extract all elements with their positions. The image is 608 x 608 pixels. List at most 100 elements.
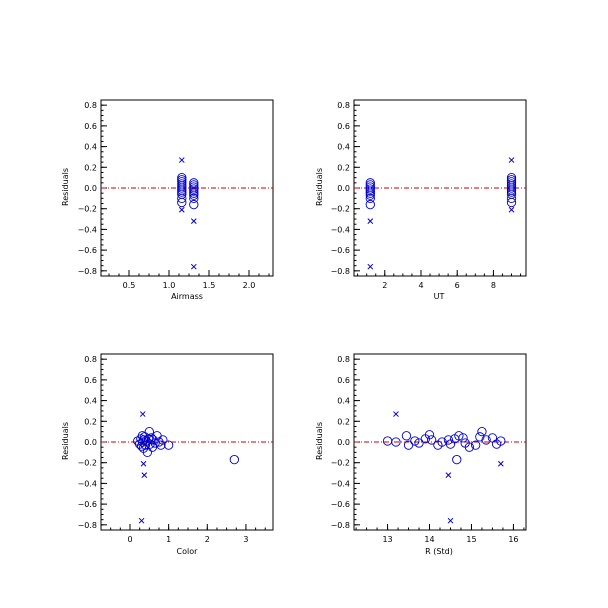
data-point-circle: [365, 190, 375, 200]
data-point-circle: [365, 184, 375, 194]
data-point-circle: [506, 197, 517, 208]
data-point-circle: [452, 454, 462, 465]
data-point-circle: [158, 435, 168, 445]
x-tick-label: 14: [424, 535, 434, 544]
y-tick-label: −0.6: [78, 500, 97, 509]
x-axis-title: R (Std): [425, 547, 453, 556]
y-tick-label: 0.8: [84, 101, 97, 110]
data-point-cross: [141, 472, 148, 478]
data-point-cross: [138, 517, 145, 524]
y-tick-label: 0.4: [337, 397, 350, 406]
y-tick-label: 0.2: [337, 163, 350, 172]
x-tick-label: 1.5: [203, 281, 216, 290]
y-tick-label: 0.6: [337, 376, 350, 385]
y-tick-label: 0.6: [84, 122, 97, 131]
y-axis-title: Residuals: [315, 168, 324, 206]
data-point-circle: [163, 440, 174, 450]
y-tick-label: −0.4: [78, 479, 97, 488]
y-tick-label: −0.2: [78, 205, 97, 214]
data-point-circle: [458, 433, 468, 443]
data-point-circle: [496, 436, 506, 446]
data-point-circle: [229, 454, 239, 465]
x-tick-label: 1.0: [163, 281, 176, 290]
x-tick-label: 2: [382, 281, 387, 290]
x-tick-label: 6: [455, 281, 460, 290]
y-tick-label: −0.2: [331, 459, 350, 468]
data-point-circle: [410, 436, 420, 446]
y-tick-label: 0.2: [84, 417, 97, 426]
data-point-circle: [506, 187, 517, 197]
x-tick-label: 8: [491, 281, 496, 290]
y-tick-label: −0.4: [331, 225, 350, 234]
y-tick-label: 0.4: [84, 143, 97, 152]
data-point-circle: [365, 199, 375, 210]
data-point-circle: [506, 183, 517, 193]
data-point-circle: [475, 432, 485, 442]
data-point-cross: [367, 218, 374, 224]
data-point-circle: [391, 437, 401, 447]
data-point-circle: [138, 437, 148, 447]
y-tick-label: 0.0: [337, 184, 350, 193]
data-point-circle: [426, 435, 437, 445]
data-point-circle: [144, 426, 154, 437]
data-point-circle: [156, 440, 166, 450]
data-point-circle: [464, 442, 475, 452]
y-tick-label: −0.8: [78, 267, 97, 276]
data-point-cross: [139, 411, 146, 417]
y-tick-label: −0.6: [331, 500, 350, 509]
data-point-cross: [447, 517, 454, 524]
x-tick-label: 15: [466, 535, 476, 544]
data-point-circle: [177, 197, 187, 208]
y-tick-label: 0.2: [337, 417, 350, 426]
ut-residual-plot: UT Residuals −0.8 −0.6 −0.4 −0.2 0.0 0.2 0.4 0.…: [315, 99, 527, 301]
y-tick-label: −0.8: [331, 521, 350, 530]
x-tick-label: 1: [166, 535, 171, 544]
data-point-circle: [177, 183, 187, 193]
data-point-circle: [189, 186, 199, 196]
y-tick-label: 0.0: [337, 438, 350, 447]
data-point-circle: [136, 441, 147, 451]
data-point-cross: [178, 206, 185, 213]
data-point-circle: [437, 437, 447, 447]
y-tick-label: 0.8: [84, 355, 97, 364]
y-tick-label: 0.6: [84, 376, 97, 385]
x-axis-title: Airmass: [171, 292, 203, 301]
x-axis-title: Color: [177, 547, 199, 556]
data-point-circle: [454, 431, 464, 441]
y-tick-label: −0.4: [78, 225, 97, 234]
y-axis-title: Residuals: [61, 168, 70, 206]
data-point-cross: [178, 157, 185, 163]
data-point-cross: [190, 218, 197, 224]
data-point-circle: [189, 193, 199, 204]
data-point-cross: [497, 460, 504, 467]
x-tick-label: 16: [508, 535, 518, 544]
data-point-circle: [477, 426, 487, 437]
x-tick-label: 3: [243, 535, 248, 544]
data-point-circle: [189, 188, 199, 198]
data-point-circle: [365, 186, 375, 196]
data-point-cross: [508, 206, 515, 213]
y-tick-label: 0.2: [84, 163, 97, 172]
data-point-circle: [189, 184, 199, 194]
y-axis-title: Residuals: [315, 422, 324, 460]
data-point-circle: [140, 440, 151, 450]
data-point-circle: [177, 193, 187, 204]
x-tick-label: 4: [418, 281, 423, 290]
x-tick-label: 2: [205, 535, 210, 544]
data-point-circle: [401, 431, 412, 441]
y-tick-label: −0.2: [78, 459, 97, 468]
y-tick-label: 0.8: [337, 101, 350, 110]
x-tick-label: 13: [382, 535, 392, 544]
y-tick-label: 0.4: [337, 143, 350, 152]
y-tick-label: −0.4: [331, 479, 350, 488]
x-tick-label: 2.0: [243, 281, 256, 290]
data-point-circle: [365, 188, 375, 198]
data-point-circle: [365, 193, 375, 204]
x-tick-label: 0: [127, 535, 132, 544]
y-tick-label: −0.6: [331, 246, 350, 255]
data-point-circle: [481, 435, 491, 445]
data-point-cross: [393, 411, 399, 417]
r-std-residual-plot: R (Std) Residuals −0.8 −0.6 −0.4 −0.2 0.0 0.2…: [315, 353, 527, 556]
data-point-cross: [140, 460, 147, 467]
